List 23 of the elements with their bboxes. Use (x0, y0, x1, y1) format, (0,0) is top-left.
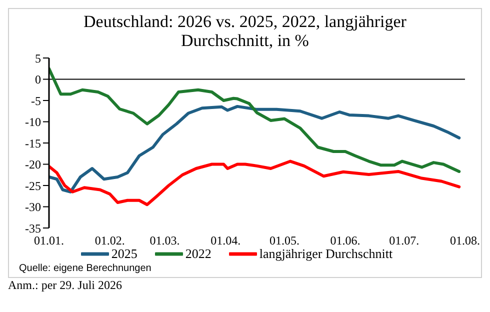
legend-label: 2025 (111, 246, 138, 262)
x-tick-label: 01.06. (330, 234, 360, 248)
legend-label: 2022 (185, 246, 212, 262)
x-tick-label: 01.05. (269, 234, 300, 248)
y-tick-label: -35 (25, 221, 41, 236)
x-tick-label: 01.07. (389, 234, 420, 248)
x-tick-label: 01.01. (34, 234, 64, 248)
y-tick-label: -25 (25, 178, 41, 193)
text: Anm.: per 29. Juli 2026 (8, 278, 123, 293)
legend-label: langjähriger Durchschnitt (259, 246, 393, 262)
x-tick-label: 01.02. (94, 234, 125, 248)
source-note: Quelle: eigene Berechnungen (18, 262, 152, 276)
y-tick-label: -30 (25, 200, 41, 214)
x-tick-label: 01.04. (210, 234, 241, 248)
y-tick-label: 0 (35, 72, 41, 87)
y-tick-label: -5 (31, 94, 41, 108)
y-tick-label: -15 (25, 136, 41, 150)
chart-title: Deutschland: 2026 vs. 2025, 2022, langjähriger Durchschnitt, in % (82, 11, 408, 50)
y-tick-label: -10 (25, 115, 41, 130)
x-tick-label: 01.08. (450, 234, 480, 248)
x-tick-label: 01.03. (150, 234, 180, 248)
y-tick-label: -20 (25, 158, 41, 172)
y-tick-label: 5 (35, 51, 41, 66)
